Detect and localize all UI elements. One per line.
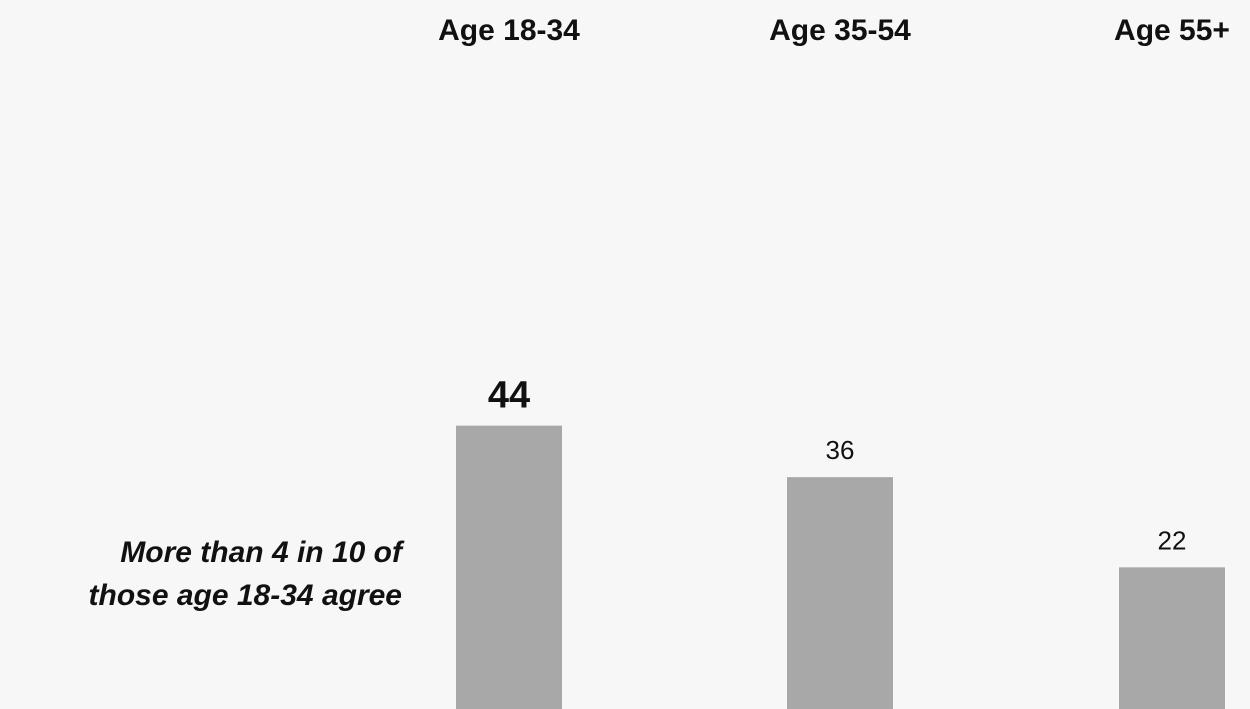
category-label-age-18-34: Age 18-34 (438, 14, 580, 47)
annotation-line-1: More than 4 in 10 of (0, 531, 402, 574)
annotation-line-2: those age 18-34 agree (0, 574, 402, 617)
value-label-age-35-54: 36 (826, 435, 855, 465)
bar-age-18-34 (456, 426, 562, 709)
bars (456, 426, 1225, 709)
chart-annotation: More than 4 in 10 of those age 18-34 agr… (0, 531, 402, 617)
category-label-age-35-54: Age 35-54 (769, 14, 911, 47)
bar-age-35-54 (787, 477, 893, 709)
category-label-age-55: Age 55+ (1114, 14, 1230, 47)
bar-age-55 (1119, 567, 1225, 709)
value-label-age-55: 22 (1158, 525, 1187, 555)
category-labels: Age 18-34 Age 35-54 Age 55+ (438, 14, 1230, 47)
value-label-age-18-34: 44 (488, 375, 530, 417)
